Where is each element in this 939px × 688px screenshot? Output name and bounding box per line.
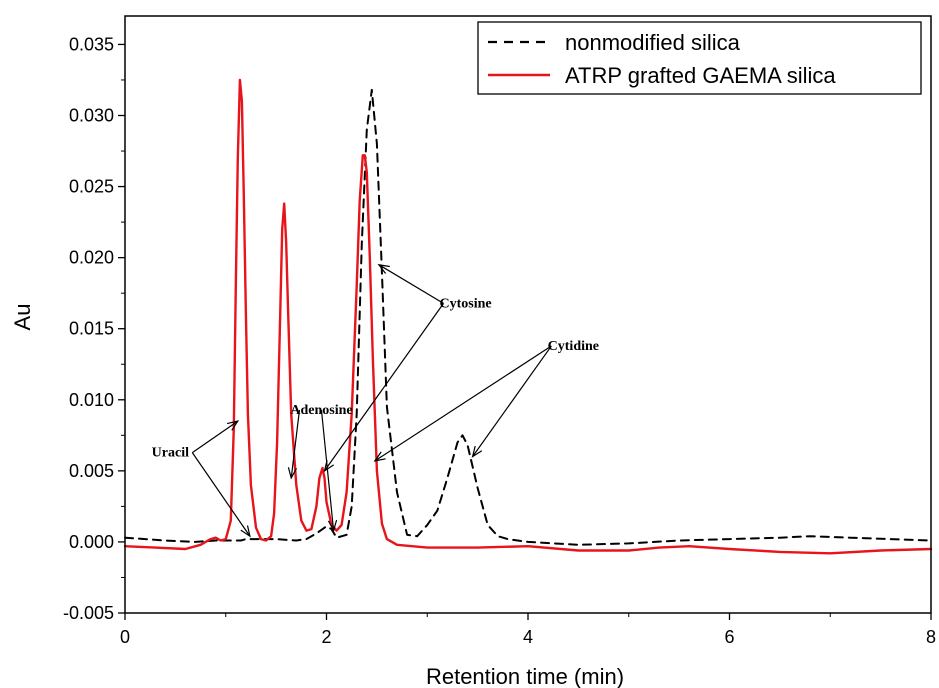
annotation-label-cytidine: Cytidine: [548, 339, 599, 354]
annotation-arrow-adenosine: [320, 409, 338, 533]
legend-box: [477, 21, 922, 95]
arrow-shaft: [290, 409, 301, 479]
arrow-head: [240, 525, 251, 538]
series-line-atrp-grafted-gaema-silica: [123, 78, 933, 555]
y-tick-label: 0.010: [69, 390, 114, 410]
arrow-shaft: [191, 420, 239, 454]
annotation-label-cytosine: Cytosine: [439, 296, 491, 311]
y-tick-label: 0.035: [69, 34, 114, 54]
arrow-shaft: [323, 303, 445, 472]
x-tick-labels: 0 2 4 6 8: [120, 627, 936, 647]
x-tick-label: 2: [321, 627, 331, 647]
series-layer: [123, 78, 933, 555]
y-tick-label: 0.015: [69, 319, 114, 339]
arrow-shaft: [378, 264, 444, 304]
arrow-head: [226, 420, 240, 431]
y-tick-label: 0.005: [69, 461, 114, 481]
x-tick-label: 4: [523, 627, 533, 647]
y-tick-label: 0.030: [69, 106, 114, 126]
arrow-head: [323, 460, 335, 473]
arrow-shaft: [320, 409, 335, 531]
y-tick-label: -0.005: [63, 603, 114, 623]
y-tick-label: 0.025: [69, 177, 114, 197]
annotation-label-uracil: Uracil: [152, 446, 189, 461]
y-tick-labels: -0.005 0.000 0.005 0.010 0.015 0.020 0.025 0.03…: [63, 34, 114, 623]
annotation-arrow-cytidine: [471, 345, 552, 458]
arrow-shaft: [191, 452, 251, 537]
axis-ticks: [118, 43, 932, 620]
y-tick-label: 0.020: [69, 248, 114, 268]
arrow-head: [377, 263, 390, 274]
x-axis-title: Retention time (min): [426, 664, 624, 688]
y-axis-title: Au: [10, 304, 35, 331]
annotation-arrow-cytosine: [323, 303, 445, 473]
annotation-arrow-cytidine: [373, 345, 552, 462]
x-tick-label: 6: [724, 627, 734, 647]
annotation-arrow-uracil: [191, 452, 251, 538]
arrow-shaft: [374, 345, 552, 462]
legend-label-nonmodified-silica: nonmodified silica: [565, 30, 741, 55]
legend-label-atrp-grafted-gaema-silica: ATRP grafted GAEMA silica: [565, 63, 836, 88]
annotation-arrow-adenosine: [287, 409, 301, 480]
plot-frame: [124, 15, 932, 614]
legend: nonmodified silica ATRP grafted GAEMA si…: [477, 21, 922, 95]
arrow-head: [327, 519, 338, 533]
arrow-head: [471, 445, 483, 458]
annotation-arrow-uracil: [191, 420, 240, 454]
arrow-head: [287, 467, 298, 480]
y-tick-label: 0.000: [69, 532, 114, 552]
arrow-shaft: [472, 345, 552, 457]
x-tick-label: 0: [120, 627, 130, 647]
annotation-arrow-cytosine: [377, 263, 444, 304]
x-tick-label: 8: [926, 627, 936, 647]
arrow-head: [373, 451, 386, 462]
